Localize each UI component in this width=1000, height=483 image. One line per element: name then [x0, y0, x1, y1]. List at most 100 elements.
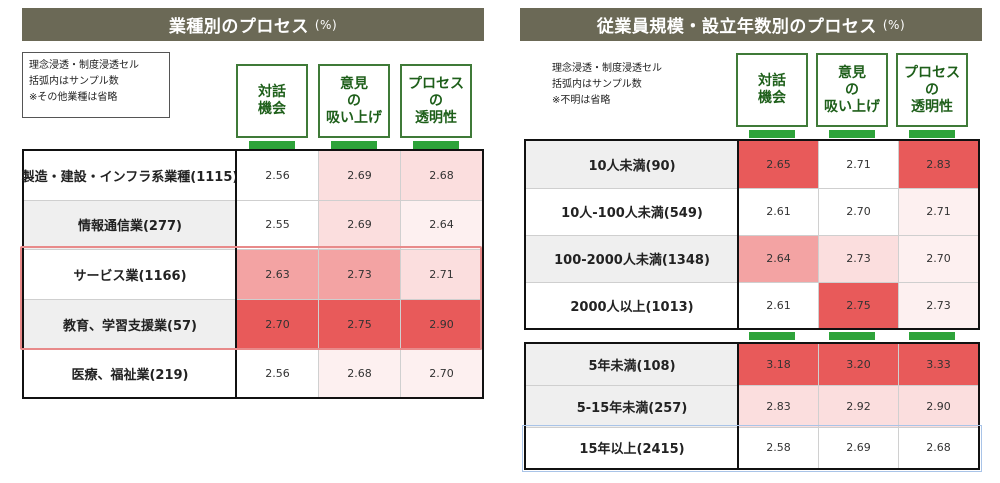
header-tab — [413, 141, 459, 149]
table-row: 教育、学習支援業(57) 2.70 2.75 2.90 — [24, 299, 482, 349]
size-age-title-unit: (%) — [882, 17, 906, 32]
value-cell: 2.70 — [898, 235, 978, 282]
note-line: 理念浸透・制度浸透セル — [552, 63, 662, 74]
header-opinion-collection: 意見 の 吸い上げ — [816, 53, 888, 127]
value-cell: 3.18 — [738, 344, 818, 385]
separator-tab — [749, 332, 795, 340]
value-cell: 2.65 — [738, 141, 818, 188]
value-cell: 2.61 — [738, 188, 818, 235]
header-opinion-collection: 意見 の 吸い上げ — [318, 64, 390, 138]
value-cell: 2.70 — [400, 349, 482, 397]
industry-title: 業種別のプロセス — [168, 17, 309, 37]
value-cell: 3.20 — [818, 344, 898, 385]
row-label: 製造・建設・インフラ系業種(1115) — [21, 170, 239, 185]
row-divider — [526, 188, 978, 189]
separator-tab — [829, 332, 875, 340]
table-row: 医療、福祉業(219) 2.56 2.68 2.70 — [24, 349, 482, 397]
value-cell: 3.33 — [898, 344, 978, 385]
table-row: 10人-100人未満(549) 2.61 2.70 2.71 — [526, 188, 978, 235]
row-label: 教育、学習支援業(57) — [24, 299, 236, 349]
row-divider — [24, 349, 482, 350]
label-column-divider — [737, 141, 739, 328]
row-label: 100-2000人未満(1348) — [526, 235, 738, 282]
label-column-divider — [737, 344, 739, 468]
value-cell: 2.83 — [738, 385, 818, 427]
note-line: 括弧内はサンプル数 — [29, 76, 119, 87]
value-cell: 2.73 — [318, 249, 400, 299]
table-row: 100-2000人未満(1348) 2.64 2.73 2.70 — [526, 235, 978, 282]
value-cell: 2.61 — [738, 282, 818, 328]
value-cell: 2.70 — [236, 299, 318, 349]
row-label: 10人-100人未満(549) — [561, 206, 703, 221]
row-divider — [526, 427, 978, 428]
header-process-transparency: プロセス の 透明性 — [896, 53, 968, 127]
value-cell: 2.90 — [898, 385, 978, 427]
table-row: 5年未満(108) 3.18 3.20 3.33 — [526, 344, 978, 385]
value-cell: 2.68 — [400, 151, 482, 200]
table-row: サービス業(1166) 2.63 2.73 2.71 — [24, 249, 482, 299]
size-age-panel: 従業員規模・設立年数別のプロセス (%) 理念浸透・制度浸透セル 括弧内はサンプ… — [520, 8, 982, 478]
note-line: 理念浸透・制度浸透セル — [29, 60, 139, 71]
value-cell: 2.68 — [318, 349, 400, 397]
value-cell: 2.71 — [400, 249, 482, 299]
row-label: 10人未満(90) — [526, 141, 738, 188]
value-cell: 2.55 — [236, 200, 318, 249]
header-process-transparency: プロセス の 透明性 — [400, 64, 472, 138]
value-cell: 2.70 — [818, 188, 898, 235]
row-label: 5-15年未満(257) — [526, 385, 738, 427]
table-row: 製造・建設・インフラ系業種(1115) 2.56 2.69 2.68 — [21, 151, 482, 200]
row-label: 15年以上(2415) — [579, 442, 685, 457]
company-size-table: 10人未満(90) 2.65 2.71 2.83 10人-100人未満(549)… — [524, 139, 980, 330]
note-line: ※不明は省略 — [552, 95, 611, 106]
value-cell: 2.63 — [236, 249, 318, 299]
industry-notes: 理念浸透・制度浸透セル 括弧内はサンプル数 ※その他業種は省略 — [22, 52, 170, 118]
row-label: 2000人以上(1013) — [570, 299, 694, 315]
row-divider — [526, 235, 978, 236]
row-label: サービス業(1166) — [73, 268, 187, 284]
value-cell: 2.73 — [898, 282, 978, 328]
row-divider — [24, 299, 482, 300]
header-tab — [331, 141, 377, 149]
value-cell: 2.75 — [818, 282, 898, 328]
value-cell: 2.64 — [738, 235, 818, 282]
header-dialogue-opportunity: 対話 機会 — [236, 64, 308, 138]
table-row: 2000人以上(1013) 2.61 2.75 2.73 — [526, 282, 978, 328]
table-row: 情報通信業(277) 2.55 2.69 2.64 — [24, 200, 482, 249]
value-cell: 2.73 — [818, 235, 898, 282]
label-column-divider — [235, 151, 237, 397]
value-cell: 2.90 — [400, 299, 482, 349]
row-divider — [526, 385, 978, 386]
value-cell: 2.83 — [898, 141, 978, 188]
industry-table: 製造・建設・インフラ系業種(1115) 2.56 2.69 2.68 情報通信業… — [22, 149, 484, 399]
row-label: 5年未満(108) — [526, 344, 738, 385]
row-label: 情報通信業(277) — [24, 200, 236, 249]
company-age-table: 5年未満(108) 3.18 3.20 3.33 5-15年未満(257) 2.… — [524, 342, 980, 470]
value-cell: 2.68 — [898, 427, 978, 468]
note-line: ※その他業種は省略 — [29, 92, 118, 103]
value-cell: 2.92 — [818, 385, 898, 427]
table-row: 5-15年未満(257) 2.83 2.92 2.90 — [526, 385, 978, 427]
header-tab — [749, 130, 795, 138]
size-age-title: 従業員規模・設立年数別のプロセス — [596, 17, 877, 37]
row-divider — [24, 249, 482, 250]
row-divider — [526, 282, 978, 283]
value-cell: 2.56 — [236, 151, 318, 200]
separator-tab — [909, 332, 955, 340]
industry-title-bar: 業種別のプロセス (%) — [22, 8, 484, 41]
value-cell: 2.71 — [818, 141, 898, 188]
value-cell: 2.64 — [400, 200, 482, 249]
row-label: 医療、福祉業(219) — [71, 367, 189, 383]
size-age-title-bar: 従業員規模・設立年数別のプロセス (%) — [520, 8, 982, 41]
value-cell: 2.71 — [898, 188, 978, 235]
header-tab — [249, 141, 295, 149]
value-cell: 2.58 — [738, 427, 818, 468]
size-age-notes: 理念浸透・制度浸透セル 括弧内はサンプル数 ※不明は省略 — [546, 56, 706, 122]
industry-panel: 業種別のプロセス (%) 理念浸透・制度浸透セル 括弧内はサンプル数 ※その他業… — [20, 8, 484, 478]
industry-title-unit: (%) — [314, 17, 338, 32]
note-line: 括弧内はサンプル数 — [552, 79, 642, 90]
value-cell: 2.56 — [236, 349, 318, 397]
table-row: 10人未満(90) 2.65 2.71 2.83 — [526, 141, 978, 188]
header-dialogue-opportunity: 対話 機会 — [736, 53, 808, 127]
header-tab — [909, 130, 955, 138]
value-cell: 2.69 — [818, 427, 898, 468]
